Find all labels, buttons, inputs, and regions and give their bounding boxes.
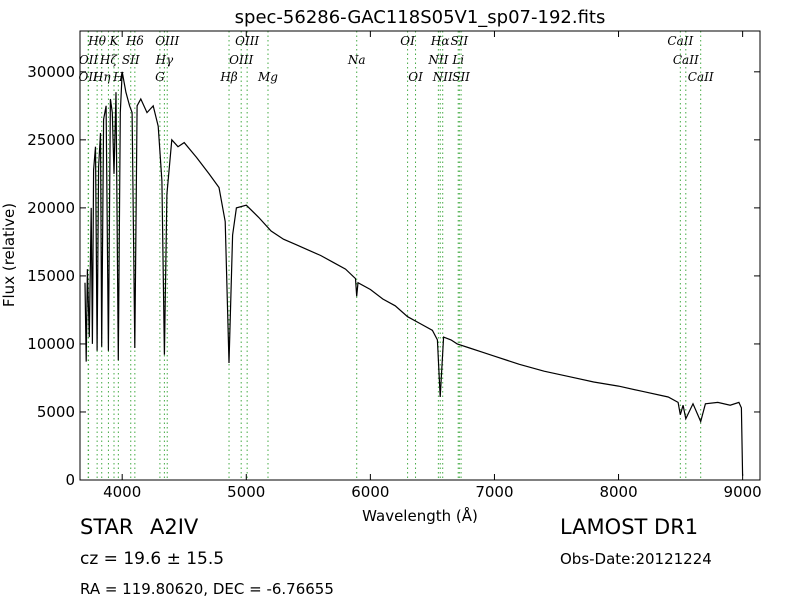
spectral-line-label: Hδ <box>125 34 144 48</box>
spectral-line-label: CaII <box>673 53 699 67</box>
spectral-line-label: Hβ <box>219 70 237 84</box>
y-tick-label: 25000 <box>27 131 75 149</box>
coordinates: RA = 119.80620, DEC = -6.76655 <box>80 580 334 598</box>
spectral-line-label: SII <box>450 34 468 48</box>
spectral-line-label: Li <box>451 53 464 67</box>
spectral-line-label: H <box>112 70 124 84</box>
x-tick-label: 4000 <box>103 483 141 501</box>
spectral-line-label: OIII <box>229 53 253 67</box>
object-subclass: A2IV <box>150 515 199 539</box>
spectral-line-label: G <box>155 70 165 84</box>
y-tick-label: 5000 <box>37 403 75 421</box>
spectral-line-label: Hζ <box>99 53 118 67</box>
x-tick-label: 9000 <box>724 483 762 501</box>
y-axis-label: Flux (relative) <box>0 203 18 307</box>
y-tick-label: 10000 <box>27 335 75 353</box>
spectral-line-label: Hη <box>92 70 111 84</box>
spectral-line-label: K <box>109 34 120 48</box>
spectral-line-label: CaII <box>667 34 693 48</box>
spectral-line-label: NII <box>432 70 453 84</box>
y-tick-label: 30000 <box>27 63 75 81</box>
x-axis-label: Wavelength (Å) <box>362 506 478 525</box>
object-class: STAR <box>80 515 133 539</box>
spectral-line-label: OI <box>400 34 415 48</box>
spectral-line-label: SII <box>122 53 140 67</box>
spectral-line-label: OII <box>79 53 99 67</box>
obs-date: Obs-Date:20121224 <box>560 550 712 568</box>
x-tick-label: 6000 <box>351 483 389 501</box>
spectrum-line <box>84 71 744 476</box>
spectral-line-label: OIII <box>235 34 259 48</box>
spectral-line-label: OI <box>408 70 423 84</box>
spectral-line-label: Mg <box>257 70 278 84</box>
chart-title: spec-56286-GAC118S05V1_sp07-192.fits <box>235 7 606 28</box>
survey: LAMOST DR1 <box>560 515 698 539</box>
spectral-line-label: SII <box>452 70 470 84</box>
y-tick-label: 20000 <box>27 199 75 217</box>
y-tick-label: 0 <box>65 471 75 489</box>
spectral-line-label: OIII <box>155 34 179 48</box>
spectral-line-label: Na <box>347 53 366 67</box>
spectral-line-label: CaII <box>688 70 714 84</box>
x-tick-label: 7000 <box>475 483 513 501</box>
x-tick-label: 8000 <box>599 483 637 501</box>
plot-frame <box>79 30 761 481</box>
redshift: cz = 19.6 ± 15.5 <box>80 549 224 569</box>
spectral-line-label: Hγ <box>155 53 174 67</box>
y-tick-label: 15000 <box>27 267 75 285</box>
spectral-line-label: Hα <box>430 34 450 48</box>
spectral-line-label: NII <box>427 53 448 67</box>
spectral-line-label: Hθ <box>87 34 106 48</box>
x-tick-label: 5000 <box>227 483 265 501</box>
